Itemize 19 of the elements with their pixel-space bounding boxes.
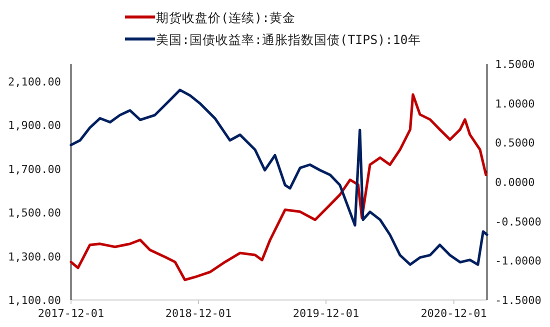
y2-tick-label: -1.5000: [495, 294, 542, 307]
y2-tick-label: 0.0000: [495, 176, 535, 189]
y-tick-label: 1,900.00: [8, 119, 61, 132]
legend-label: 美国:国债收益率:通胀指数国债(TIPS):10年: [156, 32, 421, 47]
y2-tick-label: 0.5000: [495, 136, 535, 150]
y2-tick-label: 1.0000: [495, 97, 535, 110]
y-tick-label: 1,700.00: [8, 162, 61, 176]
y-tick-label: 2,100.00: [8, 75, 61, 88]
y-tick-label: 1,500.00: [8, 206, 61, 220]
x-tick-label: 2019-12-01: [292, 307, 360, 320]
x-tick-label: 2020-12-01: [420, 307, 487, 320]
y2-tick-label: 1.5000: [495, 58, 535, 71]
x-tick-label: 2017-12-01: [38, 307, 104, 320]
x-tick-label: 2018-12-01: [165, 307, 232, 320]
y2-tick-label: -0.5000: [495, 215, 542, 228]
y-tick-label: 1,100.00: [8, 294, 61, 307]
y2-tick-label: -1.0000: [495, 254, 542, 268]
legend-label: 期货收盘价(连续):黄金: [156, 10, 296, 25]
y-tick-label: 1,300.00: [8, 250, 61, 264]
